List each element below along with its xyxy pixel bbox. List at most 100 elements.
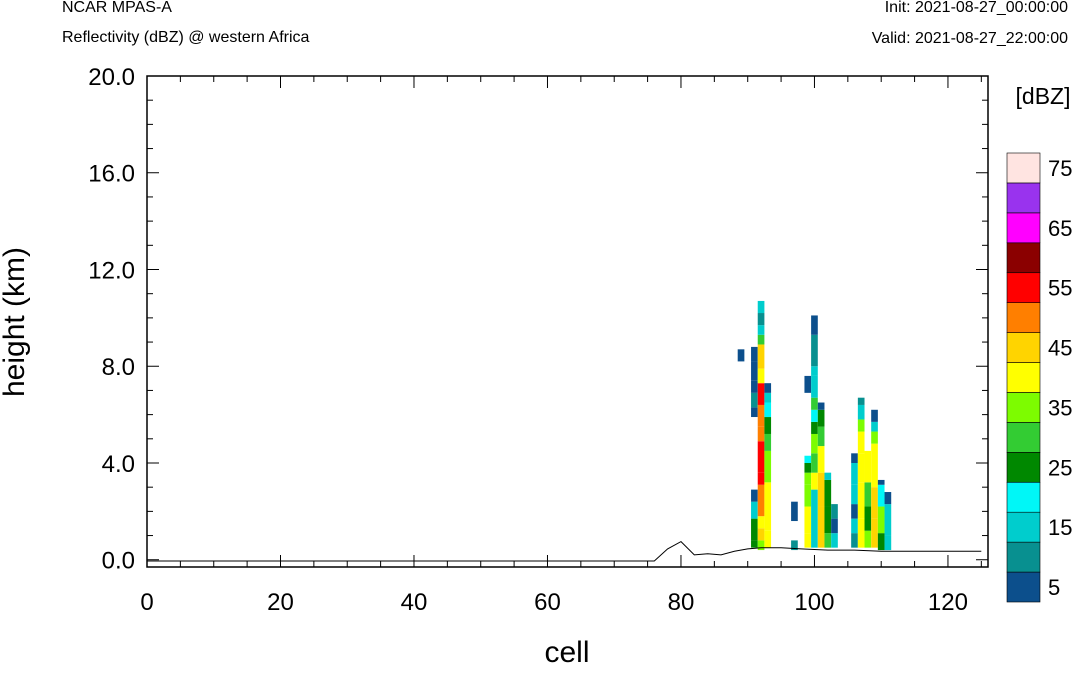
reflectivity-cell [871,421,878,432]
reflectivity-cell [811,409,818,422]
y-tick-labels: 0.0 4.0 8.0 12.0 16.0 20.0 [88,64,135,575]
colorbar-swatch [1006,182,1041,214]
reflectivity-cell [857,397,865,405]
reflectivity-cell [871,409,878,422]
y-tick-label: 16.0 [88,161,135,188]
reflectivity-cell [817,409,825,427]
reflectivity-cell [811,453,818,473]
colorbar-swatch [1006,362,1041,393]
reflectivity-cell [764,383,772,393]
reflectivity-cell [884,535,892,551]
reflectivity-cell [757,383,765,405]
reflectivity-cell [851,518,858,534]
reflectivity-cell [871,443,878,488]
axis-ticks [146,75,988,567]
y-tick-label: 8.0 [102,354,135,381]
colorbar-swatch [1006,302,1041,333]
reflectivity-cell [817,446,825,473]
reflectivity-cell [811,366,818,376]
reflectivity-cell [851,463,858,485]
colorbar-swatch [1006,541,1041,573]
plot-frame [146,75,989,568]
reflectivity-cell [751,407,758,418]
reflectivity-cell [764,392,772,403]
reflectivity-cell [757,344,765,369]
reflectivity-cell [811,489,818,548]
reflectivity-cell [864,530,872,548]
y-tick-label: 12.0 [88,257,135,284]
x-tick-label: 60 [534,589,561,616]
x-axis-label: cell [544,636,589,669]
title-field: Reflectivity (dBZ) @ western Africa [62,29,310,46]
reflectivity-cell [757,441,765,473]
reflectivity-cell [811,315,818,335]
y-tick-label: 20.0 [88,64,135,91]
colorbar-swatch [1006,332,1041,363]
reflectivity-cell [864,506,872,531]
reflectivity-cell [824,479,832,507]
reflectivity-cell [851,504,858,519]
reflectivity-cell [877,506,885,534]
reflectivity-cell [851,533,858,548]
y-axis-label: height (km) [0,247,31,397]
reflectivity-cell [751,346,758,362]
colorbar-swatch [1006,422,1041,453]
valid-time: Valid: 2021-08-27_22:00:00 [871,30,1068,47]
reflectivity-cell [824,506,832,534]
colorbar-swatch [1006,242,1041,274]
reflectivity-cell [757,484,765,517]
reflectivity-cell [877,479,885,485]
reflectivity-cell [804,533,812,548]
colorbar-swatch [1006,511,1041,543]
reflectivity-cell [817,426,825,447]
colorbar-swatch [1006,392,1041,423]
reflectivity-cell [831,504,838,519]
reflectivity-cell [751,501,758,519]
reflectivity-cell [751,489,758,502]
y-tick-label: 0.0 [102,548,135,575]
reflectivity-cell [764,450,772,483]
x-tick-label: 40 [401,589,428,616]
colorbar-label: 55 [1048,276,1072,301]
colorbar-label: 65 [1048,216,1072,241]
colorbar-swatch [1006,272,1041,303]
reflectivity-cell [757,300,765,314]
colorbar-unit-label: [dBZ] [1016,83,1071,109]
reflectivity-cell [851,453,858,463]
reflectivity-cell [864,482,872,507]
reflectivity-cell [811,334,818,367]
reflectivity-cell [811,472,818,490]
reflectivity-cell [804,375,812,393]
reflectivity-cell [884,504,892,536]
reflectivity-cell [857,404,865,420]
reflectivity-cell [751,361,758,381]
x-tick-label: 100 [794,589,834,616]
x-tick-labels: 0 20 40 60 80 100 120 [140,589,968,616]
reflectivity-cell [817,506,825,548]
reflectivity-cell [831,518,838,534]
reflectivity-cell [817,472,825,507]
reflectivity-cell [811,397,818,410]
x-tick-label: 20 [267,589,294,616]
reflectivity-cell [757,516,765,529]
reflectivity-cell [757,313,765,326]
y-tick-label: 4.0 [102,451,135,478]
colorbar-label: 25 [1048,455,1072,480]
terrain-line [147,540,982,562]
colorbar-label: 15 [1048,515,1072,540]
reflectivity-cell [851,484,858,505]
reflectivity-cell [824,533,832,548]
colorbar-swatch [1006,571,1041,603]
colorbar-swatch [1006,452,1041,483]
reflectivity-cell [857,419,865,432]
reflectivity-cell [757,404,765,427]
reflectivity-cell [764,433,772,451]
reflectivity-cell [884,492,892,505]
reflectivity-cell [751,540,758,548]
reflectivity-cell [764,417,772,434]
reflectivity-cell [737,349,745,362]
reflectivity-cell [811,433,818,454]
colorbar-label: 75 [1048,156,1072,181]
reflectivity-cell [811,421,818,434]
